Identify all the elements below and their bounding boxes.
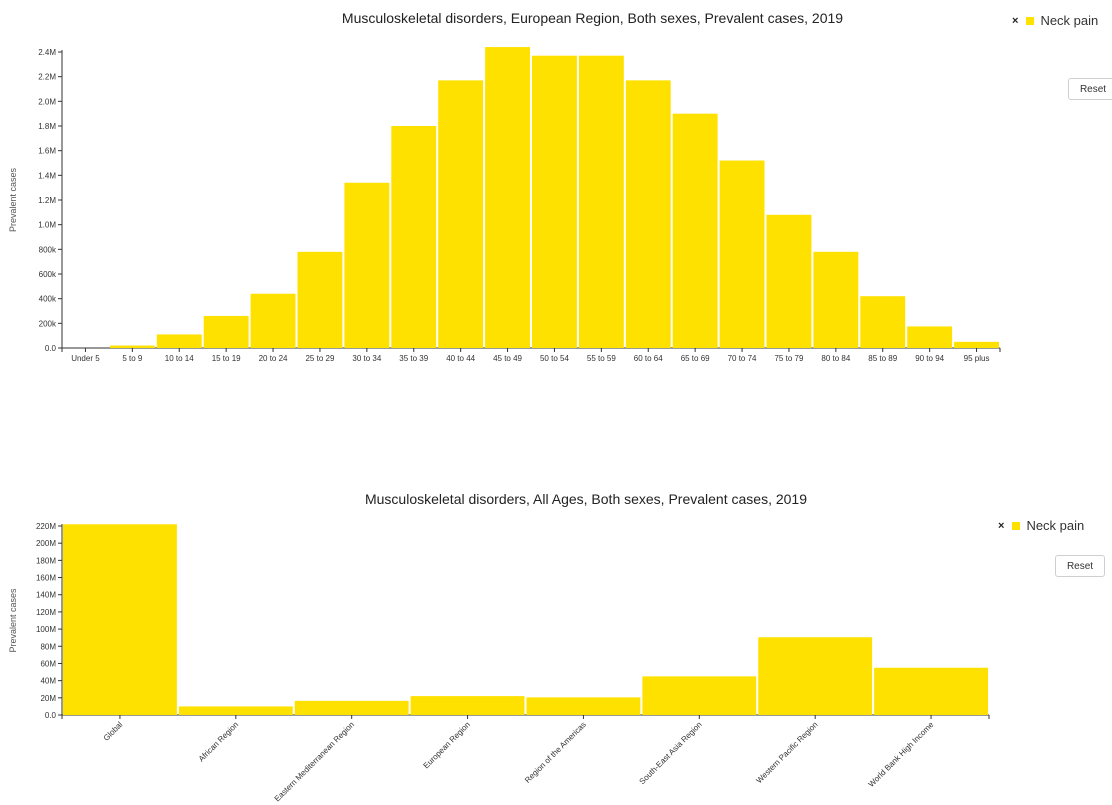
y-tick-label: 200M	[36, 539, 56, 548]
x-tick-label: 80 to 84	[821, 354, 850, 363]
x-tick-label: European Region	[422, 720, 472, 770]
x-tick-label: 95 plus	[964, 354, 990, 363]
bar[interactable]	[438, 80, 484, 348]
x-tick-label: Eastern Mediterranean Region	[273, 720, 356, 803]
reset-button[interactable]: Reset	[1068, 78, 1112, 100]
bar[interactable]	[672, 113, 718, 349]
bar[interactable]	[625, 80, 671, 348]
bar[interactable]	[642, 676, 757, 715]
x-tick-label: 75 to 79	[774, 354, 803, 363]
bar-chart-age: 0.0 200k 400k 600k 800k 1.0M 1.2M 1.4M 1.6M 1.8M 2…	[8, 47, 1001, 363]
y-tick-label: 80M	[40, 642, 56, 651]
y-tick-label: 100M	[36, 625, 56, 634]
bar[interactable]	[178, 706, 293, 715]
bar[interactable]	[294, 700, 409, 715]
y-tick-label: 1.0M	[38, 221, 56, 230]
y-tick-label: 2.4M	[38, 48, 56, 57]
x-tick-label: 40 to 44	[446, 354, 475, 363]
y-tick-label: 140M	[36, 591, 56, 600]
bar[interactable]	[410, 696, 525, 715]
chart-panel-age: Musculoskeletal disorders, European Regi…	[0, 0, 1112, 400]
bar[interactable]	[109, 345, 155, 348]
y-tick-label: 0.0	[45, 711, 57, 720]
y-tick-label: 2.0M	[38, 97, 56, 106]
close-icon[interactable]: ×	[1012, 14, 1019, 27]
y-tick-label: 800k	[39, 245, 57, 254]
bar[interactable]	[63, 524, 177, 715]
bar[interactable]	[719, 160, 765, 348]
bar[interactable]	[954, 341, 999, 348]
y-tick-label: 0.0	[45, 344, 57, 353]
y-tick-label: 1.4M	[38, 171, 56, 180]
x-tick-label: 70 to 74	[728, 354, 757, 363]
y-tick-label: 1.6M	[38, 147, 56, 156]
bar[interactable]	[578, 55, 624, 348]
y-tick-label: 120M	[36, 608, 56, 617]
y-tick-label: 1.2M	[38, 196, 56, 205]
reset-button[interactable]: Reset	[1055, 555, 1105, 577]
x-tick-label: 65 to 69	[681, 354, 710, 363]
x-tick-label: South-East Asia Region	[638, 720, 704, 786]
y-tick-label: 400k	[39, 295, 57, 304]
y-tick-label: 160M	[36, 574, 56, 583]
x-tick-label: Region of the Americas	[523, 720, 588, 785]
y-tick-label: 1.8M	[38, 122, 56, 131]
y-axis-label: Prevalent cases	[8, 588, 18, 653]
bar[interactable]	[391, 126, 437, 348]
x-tick-label: 90 to 94	[915, 354, 944, 363]
y-tick-label: 220M	[36, 522, 56, 531]
bar[interactable]	[250, 293, 296, 348]
bar[interactable]	[203, 315, 249, 348]
bar[interactable]	[485, 47, 530, 349]
bar[interactable]	[860, 296, 906, 348]
x-tick-label: 45 to 49	[493, 354, 522, 363]
y-tick-label: 200k	[39, 319, 57, 328]
chart-title: Musculoskeletal disorders, All Ages, Bot…	[364, 491, 807, 507]
chart-title: Musculoskeletal disorders, European Regi…	[341, 10, 844, 26]
x-tick-label: 25 to 29	[305, 354, 334, 363]
bar[interactable]	[874, 667, 988, 715]
x-tick-label: World Bank High Income	[867, 720, 936, 789]
x-tick-label: 10 to 14	[165, 354, 194, 363]
y-tick-label: 180M	[36, 556, 56, 565]
legend-swatch	[1012, 521, 1021, 530]
bar[interactable]	[156, 334, 202, 348]
bar[interactable]	[344, 182, 390, 348]
y-tick-label: 60M	[40, 659, 56, 668]
bar[interactable]	[813, 251, 859, 348]
bar[interactable]	[526, 697, 641, 715]
y-axis-label: Prevalent cases	[8, 167, 18, 232]
bar-chart-region: 0.0 20M 40M 60M 80M 100M 120M 140M 160M 180M 200M 2…	[8, 522, 990, 803]
x-tick-label: African Region	[197, 720, 240, 763]
x-tick-label: 35 to 39	[399, 354, 428, 363]
y-tick-label: 2.2M	[38, 73, 56, 82]
legend-label[interactable]: Neck pain	[1026, 518, 1085, 533]
close-icon[interactable]: ×	[998, 519, 1005, 532]
x-tick-label: Under 5	[71, 354, 100, 363]
bar[interactable]	[297, 251, 343, 348]
chart-panel-region: Musculoskeletal disorders, All Ages, Bot…	[0, 480, 1112, 805]
x-tick-label: 85 to 89	[868, 354, 897, 363]
x-tick-label: 55 to 59	[587, 354, 616, 363]
legend: × Neck pain	[1012, 13, 1098, 28]
x-tick-label: Global	[102, 720, 125, 743]
x-tick-label: 30 to 34	[352, 354, 381, 363]
x-tick-label: 5 to 9	[122, 354, 143, 363]
legend-label[interactable]: Neck pain	[1040, 13, 1099, 28]
bar[interactable]	[766, 214, 812, 348]
x-tick-label: Western Pacific Region	[755, 720, 820, 785]
y-tick-label: 600k	[39, 270, 57, 279]
x-tick-label: 15 to 19	[212, 354, 241, 363]
y-tick-label: 40M	[40, 677, 56, 686]
y-tick-label: 20M	[40, 694, 56, 703]
legend-swatch	[1026, 16, 1035, 25]
bar[interactable]	[907, 326, 953, 348]
x-tick-label: 50 to 54	[540, 354, 569, 363]
bar[interactable]	[758, 637, 873, 715]
x-tick-label: 60 to 64	[634, 354, 663, 363]
x-tick-label: 20 to 24	[259, 354, 288, 363]
legend: × Neck pain	[998, 518, 1084, 533]
bar[interactable]	[532, 55, 577, 348]
